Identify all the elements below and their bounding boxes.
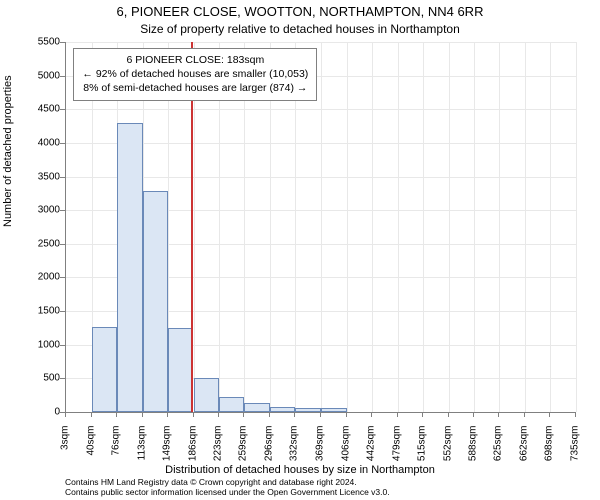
ytick-mark <box>60 143 65 144</box>
xtick-label: 552sqm <box>442 426 453 476</box>
ytick-mark <box>60 210 65 211</box>
attribution-line1: Contains HM Land Registry data © Crown c… <box>65 477 390 487</box>
xtick-mark <box>142 412 143 417</box>
histogram-bar <box>194 378 220 412</box>
xtick-mark <box>116 412 117 417</box>
xtick-label: 113sqm <box>136 426 147 476</box>
xtick-label: 296sqm <box>264 426 275 476</box>
ytick-label: 0 <box>10 407 60 418</box>
ytick-mark <box>60 109 65 110</box>
xtick-mark <box>346 412 347 417</box>
chart-container: 6, PIONEER CLOSE, WOOTTON, NORTHAMPTON, … <box>0 0 600 500</box>
xtick-mark <box>65 412 66 417</box>
xtick-label: 332sqm <box>289 426 300 476</box>
histogram-bar <box>219 397 244 412</box>
histogram-bar <box>143 191 168 412</box>
gridline-v <box>449 42 450 412</box>
attribution-line2: Contains public sector information licen… <box>65 487 390 497</box>
gridline-v <box>398 42 399 412</box>
gridline-v <box>372 42 373 412</box>
xtick-mark <box>448 412 449 417</box>
xtick-mark <box>294 412 295 417</box>
ytick-mark <box>60 76 65 77</box>
ytick-label: 1000 <box>10 339 60 350</box>
ytick-mark <box>60 378 65 379</box>
xtick-mark <box>498 412 499 417</box>
xtick-label: 662sqm <box>519 426 530 476</box>
xtick-mark <box>371 412 372 417</box>
ytick-label: 5000 <box>10 70 60 81</box>
ytick-mark <box>60 277 65 278</box>
ytick-label: 3500 <box>10 171 60 182</box>
chart-subtitle: Size of property relative to detached ho… <box>0 22 600 36</box>
ytick-label: 1500 <box>10 306 60 317</box>
annotation-box: 6 PIONEER CLOSE: 183sqm← 92% of detached… <box>73 48 317 101</box>
ytick-mark <box>60 244 65 245</box>
xtick-mark <box>422 412 423 417</box>
xtick-label: 76sqm <box>110 426 121 476</box>
gridline-v <box>550 42 551 412</box>
gridline-v <box>423 42 424 412</box>
ytick-mark <box>60 42 65 43</box>
xtick-mark <box>320 412 321 417</box>
histogram-bar <box>295 408 321 412</box>
gridline-v <box>525 42 526 412</box>
xtick-mark <box>91 412 92 417</box>
histogram-bar <box>92 327 117 412</box>
ytick-label: 3000 <box>10 205 60 216</box>
annotation-line1: 6 PIONEER CLOSE: 183sqm <box>82 53 308 67</box>
xtick-mark <box>243 412 244 417</box>
chart-title-address: 6, PIONEER CLOSE, WOOTTON, NORTHAMPTON, … <box>0 4 600 19</box>
xtick-mark <box>397 412 398 417</box>
xtick-label: 149sqm <box>161 426 172 476</box>
histogram-bar <box>321 408 347 412</box>
xtick-mark <box>473 412 474 417</box>
histogram-bar <box>270 407 295 412</box>
ytick-mark <box>60 311 65 312</box>
xtick-label: 588sqm <box>467 426 478 476</box>
xtick-label: 442sqm <box>365 426 376 476</box>
gridline-v <box>576 42 577 412</box>
xtick-label: 259sqm <box>238 426 249 476</box>
xtick-label: 735sqm <box>570 426 581 476</box>
annotation-line3: 8% of semi-detached houses are larger (8… <box>82 81 308 95</box>
xtick-mark <box>524 412 525 417</box>
xtick-label: 3sqm <box>60 426 71 476</box>
annotation-line2: ← 92% of detached houses are smaller (10… <box>82 67 308 81</box>
ytick-label: 2000 <box>10 272 60 283</box>
gridline-v <box>347 42 348 412</box>
xtick-mark <box>269 412 270 417</box>
ytick-label: 4500 <box>10 104 60 115</box>
xtick-label: 40sqm <box>85 426 96 476</box>
xtick-label: 625sqm <box>493 426 504 476</box>
xtick-label: 369sqm <box>315 426 326 476</box>
xtick-mark <box>218 412 219 417</box>
histogram-bar <box>168 328 194 412</box>
xtick-label: 223sqm <box>213 426 224 476</box>
ytick-label: 4000 <box>10 137 60 148</box>
ytick-mark <box>60 345 65 346</box>
gridline-v <box>499 42 500 412</box>
ytick-label: 500 <box>10 373 60 384</box>
xtick-label: 698sqm <box>544 426 555 476</box>
histogram-bar <box>117 123 143 412</box>
xtick-label: 515sqm <box>416 426 427 476</box>
xtick-label: 406sqm <box>340 426 351 476</box>
ytick-mark <box>60 177 65 178</box>
xtick-mark <box>193 412 194 417</box>
ytick-label: 2500 <box>10 238 60 249</box>
gridline-v <box>474 42 475 412</box>
plot-area: 6 PIONEER CLOSE: 183sqm← 92% of detached… <box>65 42 576 413</box>
xtick-label: 186sqm <box>187 426 198 476</box>
xtick-label: 479sqm <box>391 426 402 476</box>
gridline-v <box>321 42 322 412</box>
ytick-label: 5500 <box>10 37 60 48</box>
histogram-bar <box>244 403 270 412</box>
xtick-mark <box>167 412 168 417</box>
xtick-mark <box>549 412 550 417</box>
xtick-mark <box>575 412 576 417</box>
attribution-text: Contains HM Land Registry data © Crown c… <box>65 477 390 497</box>
